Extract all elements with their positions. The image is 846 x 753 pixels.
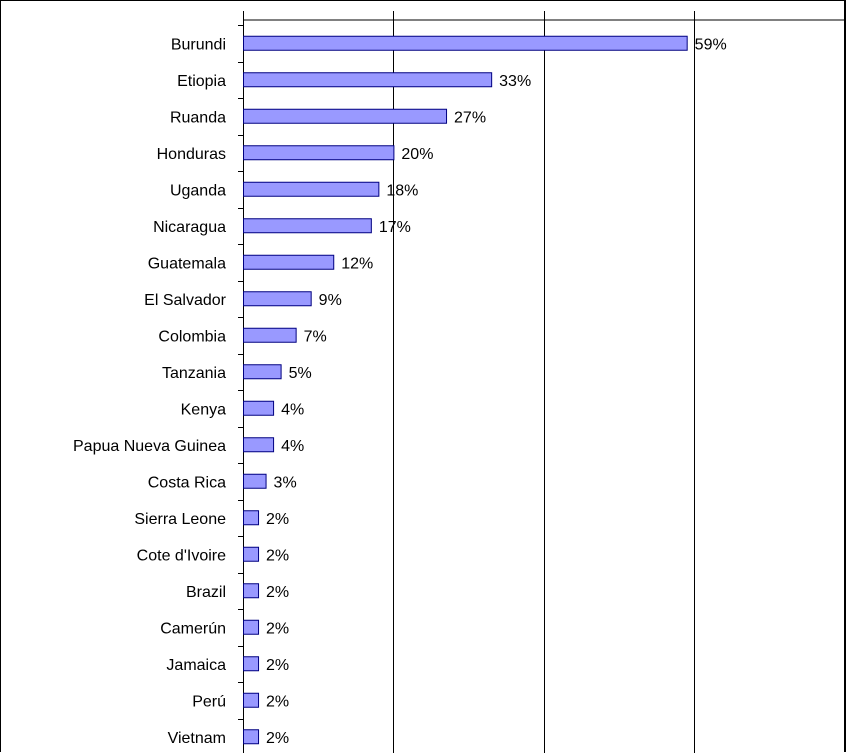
category-label: Costa Rica (148, 474, 226, 491)
bar (243, 254, 335, 270)
category-label: Sierra Leone (134, 511, 226, 528)
category-label: Nicaragua (153, 219, 226, 236)
bar (243, 510, 260, 526)
value-label: 4% (281, 438, 304, 455)
value-label: 17% (379, 219, 411, 236)
bar (243, 108, 448, 124)
bar (243, 619, 260, 635)
bar (243, 546, 260, 562)
category-label: Camerún (160, 620, 226, 637)
value-label: 5% (289, 365, 312, 382)
category-label: Etiopia (177, 73, 226, 90)
category-label: Brazil (186, 584, 226, 601)
category-label: Guatemala (148, 255, 226, 272)
value-label: 2% (266, 620, 289, 637)
value-label: 2% (266, 693, 289, 710)
bar (243, 437, 275, 453)
value-label: 2% (266, 511, 289, 528)
bar (243, 400, 275, 416)
value-label: 9% (319, 292, 342, 309)
category-label: El Salvador (144, 292, 226, 309)
category-label: Honduras (157, 146, 226, 163)
bar (243, 327, 297, 343)
bar (243, 72, 493, 88)
bar (243, 218, 372, 234)
bar (243, 473, 267, 489)
category-label: Tanzania (162, 365, 226, 382)
category-label: Perú (192, 693, 226, 710)
category-label: Papua Nueva Guinea (73, 438, 226, 455)
bar (243, 583, 260, 599)
value-label: 12% (341, 255, 373, 272)
bar (243, 181, 380, 197)
bar (243, 364, 282, 380)
value-label: 2% (266, 584, 289, 601)
value-label: 18% (386, 182, 418, 199)
value-label: 27% (454, 109, 486, 126)
bar (243, 692, 260, 708)
value-label: 2% (266, 657, 289, 674)
bar (243, 729, 260, 745)
category-label: Cote d'Ivoire (137, 547, 226, 564)
bar (243, 656, 260, 672)
bar (243, 35, 688, 51)
bar (243, 145, 395, 161)
value-label: 2% (266, 547, 289, 564)
value-label: 20% (401, 146, 433, 163)
category-label: Jamaica (166, 657, 226, 674)
category-label: Kenya (181, 401, 226, 418)
category-label: Burundi (171, 36, 226, 53)
value-label: 59% (695, 36, 727, 53)
value-label: 3% (274, 474, 297, 491)
value-label: 4% (281, 401, 304, 418)
value-label: 2% (266, 730, 289, 747)
value-label: 33% (499, 73, 531, 90)
category-label: Uganda (170, 182, 226, 199)
bar (243, 291, 312, 307)
value-label: 7% (304, 328, 327, 345)
category-label: Ruanda (170, 109, 226, 126)
category-label: Colombia (158, 328, 226, 345)
category-label: Vietnam (168, 730, 226, 747)
